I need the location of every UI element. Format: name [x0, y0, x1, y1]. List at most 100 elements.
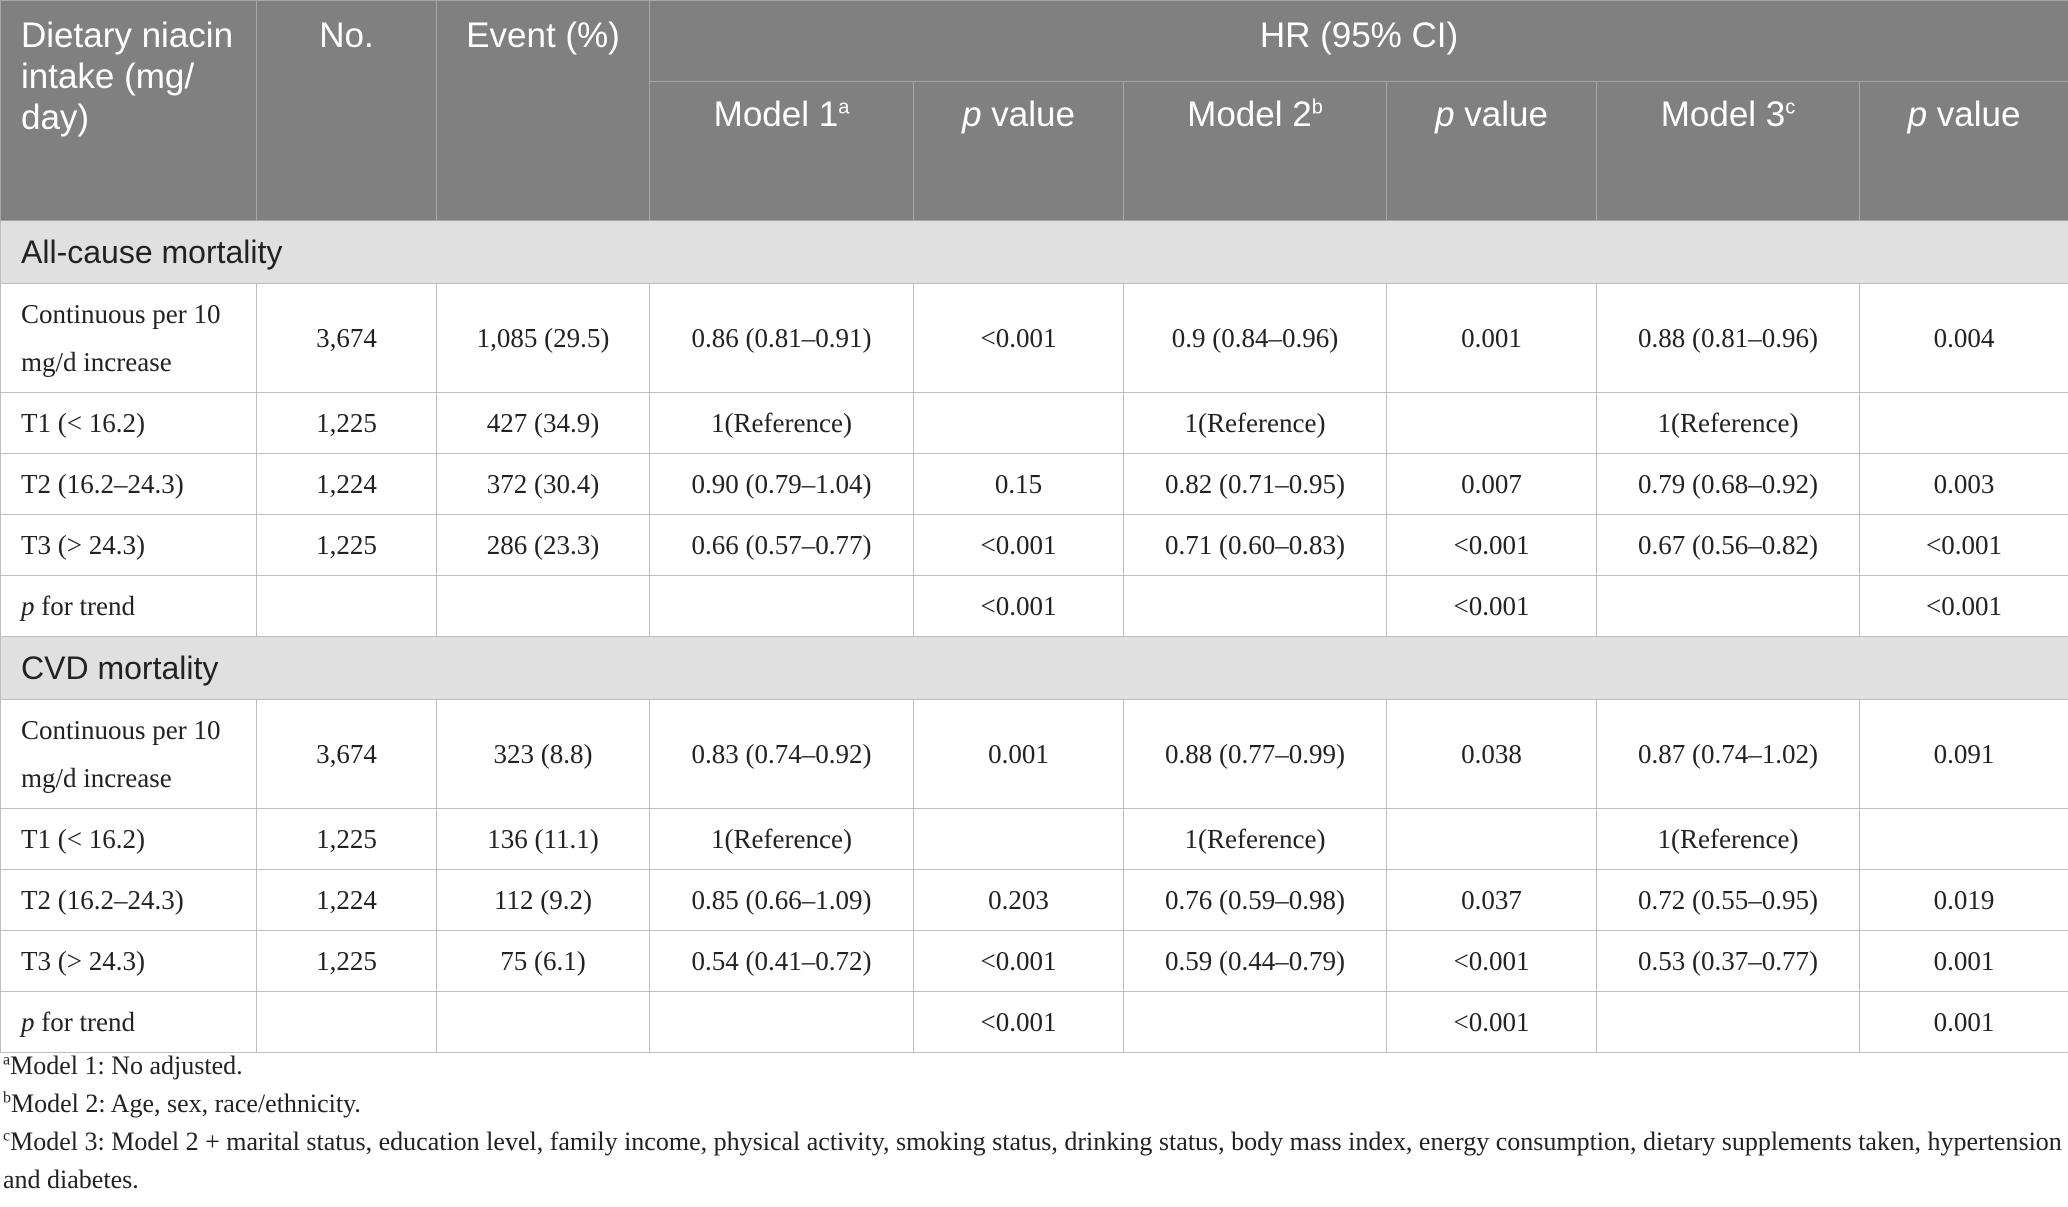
p-rest: value: [1927, 95, 2021, 134]
cell-no: [256, 991, 437, 1053]
cell-model3: 0.72 (0.55–0.95): [1596, 869, 1860, 931]
cell-model2: 0.9 (0.84–0.96): [1123, 283, 1387, 393]
cell-event: 286 (23.3): [436, 514, 650, 576]
cell-p1: <0.001: [913, 514, 1124, 576]
model2-label: Model 2: [1187, 95, 1312, 134]
footnote-text: Model 2: Age, sex, race/ethnicity.: [11, 1089, 361, 1118]
cell-model3: 0.79 (0.68–0.92): [1596, 453, 1860, 515]
p-italic: p: [962, 95, 982, 134]
section-title: CVD mortality: [0, 636, 2068, 700]
cell-p1: 0.15: [913, 453, 1124, 515]
cell-model3: 1(Reference): [1596, 808, 1860, 870]
model1-sup: a: [838, 96, 850, 119]
table-row: T1 (< 16.2) 1,225 136 (11.1) 1(Reference…: [0, 808, 2068, 870]
table-row: Continuous per 10 mg/d increase 3,674 1,…: [0, 283, 2068, 393]
p-italic: p: [1435, 95, 1455, 134]
section-title: All-cause mortality: [0, 220, 2068, 284]
cell-model1: 0.66 (0.57–0.77): [649, 514, 914, 576]
trend-rest: for trend: [34, 1007, 135, 1037]
cell-p3: 0.003: [1859, 453, 2068, 515]
table-row: T3 (> 24.3) 1,225 75 (6.1) 0.54 (0.41–0.…: [0, 930, 2068, 992]
cell-no: 1,225: [256, 392, 437, 454]
cell-p1: [913, 808, 1124, 870]
p-italic: p: [1907, 95, 1928, 134]
cell-model2: 0.82 (0.71–0.95): [1123, 453, 1387, 515]
cell-p3: 0.004: [1859, 283, 2068, 393]
cell-p3: 0.019: [1859, 869, 2068, 931]
table-row: p for trend <0.001 <0.001 0.001: [0, 991, 2068, 1053]
footnote: bModel 2: Age, sex, race/ethnicity.: [3, 1085, 2068, 1123]
cell-no: [256, 575, 437, 637]
table-header: Dietary niacin intake (mg/ day) No. Even…: [0, 0, 2068, 221]
cell-model2: 1(Reference): [1123, 392, 1387, 454]
row-label: T2 (16.2–24.3): [0, 869, 257, 931]
cell-p3: 0.001: [1859, 991, 2068, 1053]
cell-event: [436, 991, 650, 1053]
model1-label: Model 1: [713, 95, 839, 134]
results-table-container: Dietary niacin intake (mg/ day) No. Even…: [0, 0, 2068, 1053]
cell-no: 1,225: [256, 808, 437, 870]
header-model1: Model 1a: [649, 81, 914, 221]
cell-p3: 0.001: [1859, 930, 2068, 992]
row-label: T1 (< 16.2): [0, 808, 257, 870]
row-label: T3 (> 24.3): [0, 930, 257, 992]
cell-model2: [1123, 991, 1387, 1053]
cell-p1: [913, 392, 1124, 454]
cell-model1: 0.86 (0.81–0.91): [649, 283, 914, 393]
cell-no: 3,674: [256, 699, 437, 809]
cell-event: 323 (8.8): [436, 699, 650, 809]
cell-event: [436, 575, 650, 637]
cell-p3: [1859, 808, 2068, 870]
footnote-mark: c: [3, 1127, 11, 1145]
cell-p2: <0.001: [1386, 930, 1597, 992]
cell-model1: 1(Reference): [649, 808, 914, 870]
header-intake: Dietary niacin intake (mg/ day): [0, 0, 257, 221]
cell-model2: 0.88 (0.77–0.99): [1123, 699, 1387, 809]
cell-no: 1,225: [256, 514, 437, 576]
cell-model1: 0.54 (0.41–0.72): [649, 930, 914, 992]
cell-p2: 0.037: [1386, 869, 1597, 931]
cell-model3: 0.53 (0.37–0.77): [1596, 930, 1860, 992]
cell-model1: 0.90 (0.79–1.04): [649, 453, 914, 515]
header-no: No.: [256, 0, 437, 221]
footnote-text: Model 3: Model 2 + marital status, educa…: [3, 1127, 2062, 1194]
footnote-mark: b: [3, 1089, 11, 1107]
cell-event: 112 (9.2): [436, 869, 650, 931]
trend-p: p: [21, 1007, 35, 1037]
table-row: T3 (> 24.3) 1,225 286 (23.3) 0.66 (0.57–…: [0, 514, 2068, 576]
cell-event: 75 (6.1): [436, 930, 650, 992]
cell-p2: <0.001: [1386, 991, 1597, 1053]
cell-model1: 0.85 (0.66–1.09): [649, 869, 914, 931]
cell-no: 1,224: [256, 869, 437, 931]
header-p1: p value: [913, 81, 1124, 221]
cell-event: 372 (30.4): [436, 453, 650, 515]
cell-p1: <0.001: [913, 575, 1124, 637]
table-body: All-cause mortality Continuous per 10 mg…: [0, 220, 2068, 1053]
cell-p3: 0.091: [1859, 699, 2068, 809]
table-row: T2 (16.2–24.3) 1,224 112 (9.2) 0.85 (0.6…: [0, 869, 2068, 931]
row-label: p for trend: [0, 991, 257, 1053]
hazard-ratio-table: Dietary niacin intake (mg/ day) No. Even…: [0, 0, 2068, 1053]
header-event: Event (%): [436, 0, 650, 221]
trend-rest: for trend: [34, 591, 135, 621]
cell-no: 1,224: [256, 453, 437, 515]
header-hr: HR (95% CI): [649, 0, 2068, 82]
cell-event: 427 (34.9): [436, 392, 650, 454]
cell-event: 136 (11.1): [436, 808, 650, 870]
cell-model2: 0.71 (0.60–0.83): [1123, 514, 1387, 576]
cell-p1: <0.001: [913, 930, 1124, 992]
cell-model2: 0.76 (0.59–0.98): [1123, 869, 1387, 931]
cell-p3: <0.001: [1859, 514, 2068, 576]
footnote: cModel 3: Model 2 + marital status, educ…: [3, 1123, 2068, 1199]
cell-no: 3,674: [256, 283, 437, 393]
cell-model1: [649, 991, 914, 1053]
cell-model1: 1(Reference): [649, 392, 914, 454]
header-model3: Model 3c: [1596, 81, 1860, 221]
cell-p1: <0.001: [913, 991, 1124, 1053]
header-p2: p value: [1386, 81, 1597, 221]
row-label: Continuous per 10 mg/d increase: [0, 283, 257, 393]
table-row: Continuous per 10 mg/d increase 3,674 32…: [0, 699, 2068, 809]
trend-p: p: [21, 591, 35, 621]
cell-model2: [1123, 575, 1387, 637]
cell-p2: 0.007: [1386, 453, 1597, 515]
